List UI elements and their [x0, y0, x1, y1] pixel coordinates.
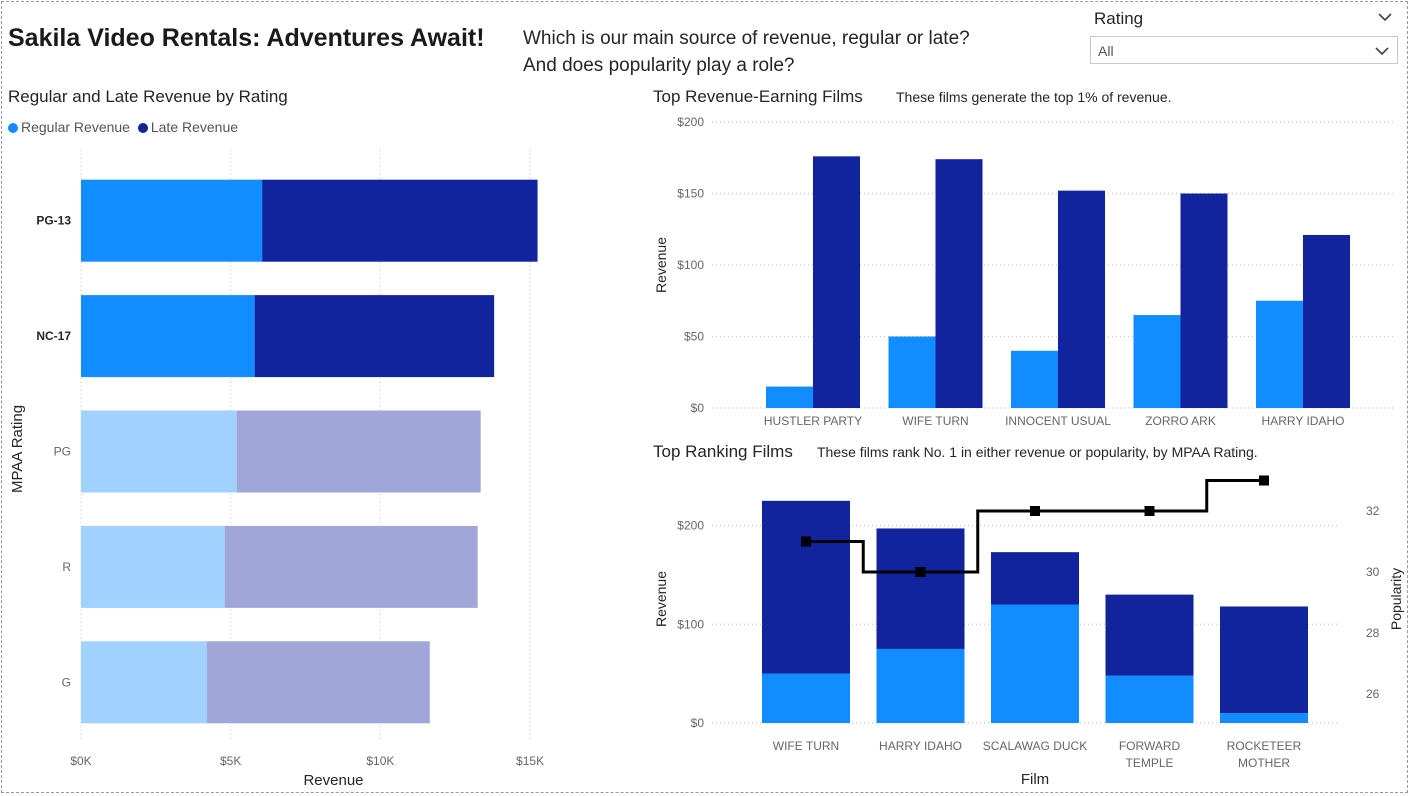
x-tick-label: MOTHER	[1238, 756, 1290, 770]
bar-harry-idaho-regular-revenue[interactable]	[876, 648, 965, 723]
bar-zorro-ark-regular-revenue[interactable]	[1133, 315, 1181, 408]
rating-chart-title: Regular and Late Revenue by Rating	[8, 87, 288, 106]
chevron-down-icon[interactable]	[1376, 8, 1394, 26]
y2-tick-label: 28	[1366, 626, 1380, 640]
bar-hustler-party-late-revenue[interactable]	[813, 156, 860, 408]
x-tick-label: $5K	[220, 754, 241, 768]
x-tick-label: TEMPLE	[1125, 756, 1173, 770]
bar-harry-idaho-regular-revenue[interactable]	[1256, 300, 1303, 408]
y-tick-label: $100	[677, 258, 704, 272]
bar-nc-17-late-revenue[interactable]	[254, 295, 495, 378]
bar-innocent-usual-late-revenue[interactable]	[1058, 190, 1105, 408]
bar-wife-turn-regular-revenue[interactable]	[762, 673, 850, 723]
x-tick-label: $10K	[366, 754, 394, 768]
y2-tick-label: 30	[1366, 565, 1380, 579]
bar-r-regular-revenue[interactable]	[81, 525, 225, 608]
y-tick-label: $0	[691, 716, 705, 730]
x-tick-label: $15K	[516, 754, 544, 768]
x-tick-label: WIFE TURN	[773, 739, 839, 753]
slicer-selected-value: All	[1098, 43, 1114, 59]
x-axis-title: Revenue	[303, 772, 363, 789]
bar-harry-idaho-late-revenue[interactable]	[1303, 234, 1350, 408]
page-subtitle-line2: And does popularity play a role?	[523, 55, 795, 76]
legend-dot-late	[137, 123, 148, 133]
y-tick-label: NC-17	[36, 329, 71, 343]
y-axis-title: MPAA Rating	[9, 405, 26, 493]
bar-g-regular-revenue[interactable]	[81, 641, 207, 724]
bar-harry-idaho-late-revenue[interactable]	[876, 528, 965, 649]
rating-dropdown[interactable]: All	[1090, 36, 1398, 64]
page-title: Sakila Video Rentals: Adventures Await!	[8, 24, 485, 52]
y2-tick-label: 32	[1366, 504, 1380, 518]
popularity-point[interactable]	[1144, 506, 1155, 516]
bar-pg-13-regular-revenue[interactable]	[81, 179, 263, 262]
top-films-chart-note: These films generate the top 1% of reven…	[896, 89, 1172, 105]
legend-label-late: Late Revenue	[150, 119, 239, 135]
x-tick-label: HARRY IDAHO	[1262, 414, 1345, 428]
y-tick-label: $150	[677, 187, 704, 201]
legend-dot-regular	[8, 123, 18, 133]
y-tick-label: PG	[54, 445, 71, 459]
bar-forward-temple-regular-revenue[interactable]	[1105, 675, 1194, 723]
x-tick-label: ROCKETEER	[1227, 739, 1302, 753]
rating-slicer: Rating All	[1090, 6, 1400, 68]
bar-innocent-usual-regular-revenue[interactable]	[1011, 350, 1058, 408]
bar-r-late-revenue[interactable]	[224, 525, 478, 608]
top-films-chart-title: Top Revenue-Earning Films	[653, 87, 863, 106]
bar-scalawag-duck-late-revenue[interactable]	[991, 552, 1079, 605]
page-subtitle-line1: Which is our main source of revenue, reg…	[523, 28, 970, 49]
ranking-chart-note: These films rank No. 1 in either revenue…	[817, 444, 1258, 460]
y-tick-label: $100	[677, 617, 704, 631]
popularity-line	[806, 479, 1264, 574]
ranking-chart-title: Top Ranking Films	[653, 442, 793, 461]
x-tick-label: FORWARD	[1119, 739, 1181, 753]
x-tick-label: $0K	[70, 754, 91, 768]
bar-nc-17-regular-revenue[interactable]	[81, 295, 255, 378]
y-axis-title: Revenue	[653, 571, 669, 627]
y-axis-title: Revenue	[653, 237, 669, 293]
y-tick-label: $200	[677, 519, 704, 533]
bar-zorro-ark-late-revenue[interactable]	[1180, 193, 1228, 409]
popularity-point[interactable]	[1259, 475, 1269, 486]
popularity-point[interactable]	[801, 536, 811, 547]
rating-revenue-chart: $0K $5K $10K $15K Revenue MPAA Rating PG-13 NC-…	[9, 150, 544, 789]
popularity-point[interactable]	[1030, 506, 1040, 516]
bar-forward-temple-late-revenue[interactable]	[1105, 594, 1194, 676]
y-tick-label: $0	[691, 401, 705, 415]
legend-label-regular: Regular Revenue	[21, 119, 130, 135]
x-tick-label: INNOCENT USUAL	[1005, 414, 1111, 428]
y2-axis-title: Popularity	[1388, 568, 1404, 630]
x-tick-label: SCALAWAG DUCK	[983, 739, 1087, 753]
x-tick-label: HUSTLER PARTY	[764, 414, 862, 428]
y-tick-label: $200	[677, 115, 704, 129]
bar-wife-turn-late-revenue[interactable]	[935, 159, 983, 408]
x-tick-label: WIFE TURN	[902, 414, 968, 428]
y-tick-label: R	[62, 560, 71, 574]
popularity-point[interactable]	[915, 567, 926, 577]
slicer-title: Rating	[1094, 9, 1144, 28]
bar-scalawag-duck-regular-revenue[interactable]	[991, 604, 1079, 724]
top-films-chart: $0 $50 $100 $150 $200 Revenue HUSTLER PARTY WIF…	[653, 115, 1395, 428]
legend-item-late[interactable]: Late Revenue	[137, 119, 239, 135]
y2-tick-label: 26	[1366, 687, 1380, 701]
bar-hustler-party-regular-revenue[interactable]	[766, 386, 813, 408]
legend-item-regular[interactable]: Regular Revenue	[8, 119, 130, 135]
bar-rocketeer-mother-late-revenue[interactable]	[1220, 606, 1308, 714]
x-tick-label: HARRY IDAHO	[879, 739, 962, 753]
bar-rocketeer-mother-regular-revenue[interactable]	[1220, 713, 1308, 723]
bar-wife-turn-late-revenue[interactable]	[762, 500, 850, 674]
y-tick-label: PG-13	[36, 214, 71, 228]
x-tick-label: ZORRO ARK	[1145, 414, 1216, 428]
bar-pg-late-revenue[interactable]	[236, 410, 481, 493]
chevron-down-icon	[1375, 47, 1389, 56]
bar-g-late-revenue[interactable]	[206, 641, 430, 724]
rating-chart-legend: Regular Revenue Late Revenue	[8, 119, 242, 135]
y-tick-label: $50	[684, 330, 704, 344]
y-tick-label: G	[62, 675, 71, 689]
x-axis-title: Film	[1021, 771, 1049, 788]
bar-pg-13-late-revenue[interactable]	[262, 179, 538, 262]
bar-pg-regular-revenue[interactable]	[81, 410, 237, 493]
bar-wife-turn-regular-revenue[interactable]	[888, 336, 936, 409]
